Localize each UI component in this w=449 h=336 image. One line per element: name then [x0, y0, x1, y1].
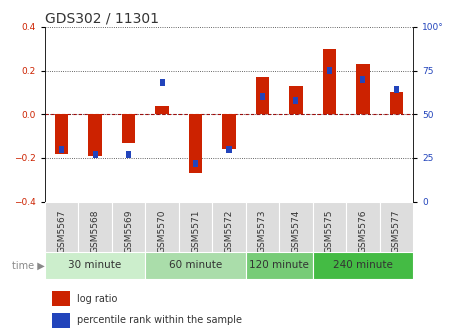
Bar: [126, 151, 131, 158]
Bar: [159, 79, 164, 86]
Text: 120 minute: 120 minute: [249, 260, 309, 270]
Bar: [179, 202, 212, 252]
Bar: [279, 202, 313, 252]
Text: log ratio: log ratio: [77, 294, 118, 304]
Text: GSM5570: GSM5570: [158, 209, 167, 253]
Bar: [260, 93, 265, 100]
Bar: [246, 252, 313, 279]
Text: GSM5575: GSM5575: [325, 209, 334, 253]
Text: GSM5567: GSM5567: [57, 209, 66, 253]
Bar: [92, 151, 97, 158]
Bar: [155, 106, 169, 114]
Text: GSM5577: GSM5577: [392, 209, 401, 253]
Text: 30 minute: 30 minute: [69, 260, 122, 270]
Bar: [212, 202, 246, 252]
Bar: [313, 252, 413, 279]
Bar: [193, 160, 198, 167]
Text: GSM5568: GSM5568: [91, 209, 100, 253]
Text: 240 minute: 240 minute: [333, 260, 393, 270]
Bar: [45, 252, 145, 279]
Bar: [390, 92, 403, 114]
Bar: [356, 64, 370, 114]
Text: time ▶: time ▶: [12, 260, 45, 270]
Text: GSM5574: GSM5574: [291, 209, 300, 253]
Bar: [394, 86, 399, 93]
Bar: [327, 67, 332, 74]
Bar: [294, 97, 299, 104]
Bar: [52, 313, 70, 328]
Text: GSM5572: GSM5572: [224, 209, 233, 253]
Bar: [346, 202, 379, 252]
Bar: [313, 202, 346, 252]
Bar: [361, 76, 365, 83]
Bar: [52, 291, 70, 306]
Bar: [112, 202, 145, 252]
Text: GSM5573: GSM5573: [258, 209, 267, 253]
Bar: [88, 114, 102, 156]
Bar: [45, 202, 79, 252]
Bar: [226, 146, 232, 153]
Bar: [222, 114, 236, 149]
Bar: [379, 202, 413, 252]
Bar: [145, 252, 246, 279]
Bar: [289, 86, 303, 114]
Bar: [145, 202, 179, 252]
Text: GSM5569: GSM5569: [124, 209, 133, 253]
Bar: [256, 77, 269, 114]
Bar: [323, 49, 336, 114]
Text: GSM5576: GSM5576: [358, 209, 367, 253]
Bar: [59, 146, 64, 153]
Bar: [189, 114, 202, 173]
Bar: [79, 202, 112, 252]
Text: 60 minute: 60 minute: [169, 260, 222, 270]
Text: GDS302 / 11301: GDS302 / 11301: [45, 12, 159, 26]
Bar: [122, 114, 135, 143]
Bar: [55, 114, 68, 154]
Bar: [246, 202, 279, 252]
Text: percentile rank within the sample: percentile rank within the sample: [77, 316, 242, 325]
Text: GSM5571: GSM5571: [191, 209, 200, 253]
